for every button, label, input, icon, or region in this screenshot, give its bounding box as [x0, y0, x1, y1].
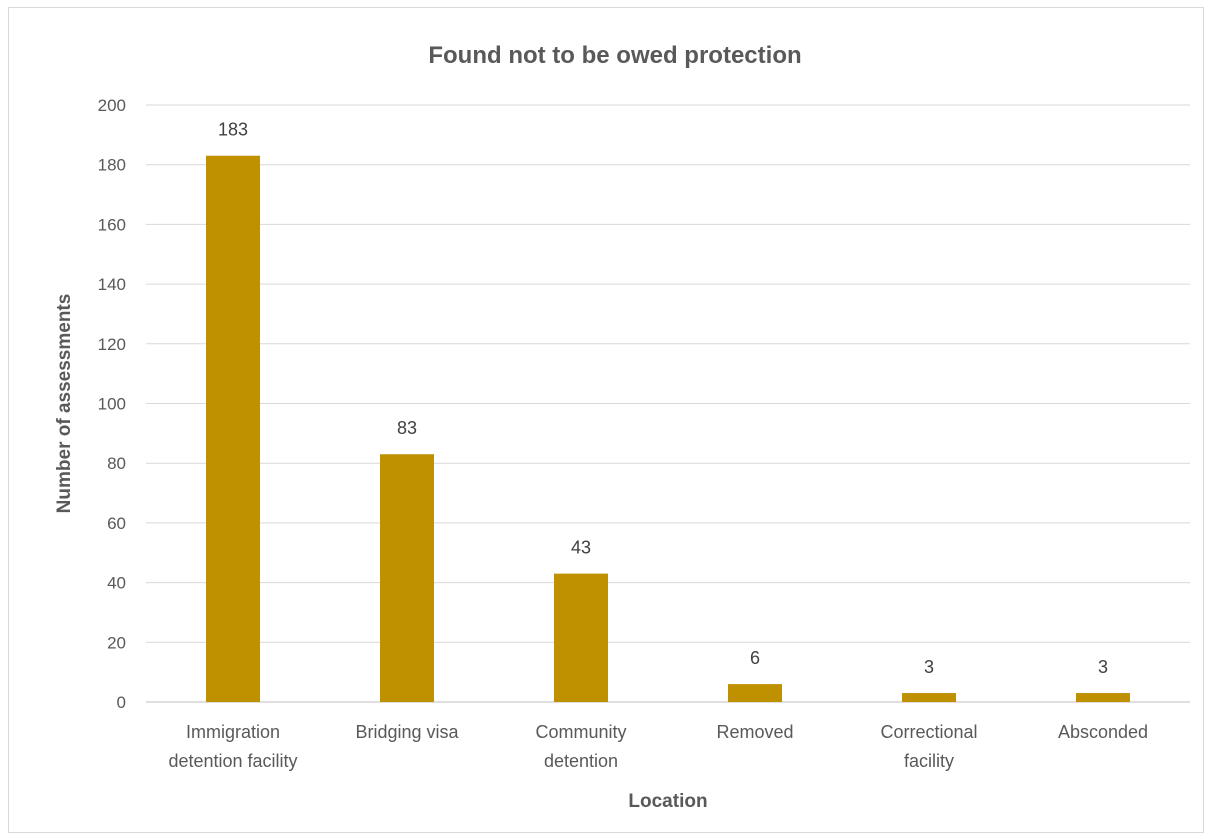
y-tick-label: 0 [117, 693, 126, 712]
y-tick-label: 120 [98, 335, 126, 354]
bars [206, 155, 1130, 702]
data-label: 6 [750, 648, 760, 668]
y-tick-label: 60 [107, 514, 126, 533]
y-axis-title: Number of assessments [54, 294, 75, 514]
chart-frame: Found not to be owed protection 0 20 40 60 8… [8, 7, 1204, 833]
x-category-label: Community detention [535, 722, 626, 771]
y-axis-ticks: 0 20 40 60 80 100 120 140 160 180 200 [98, 96, 126, 712]
bar [206, 155, 260, 702]
x-category-label: Correctional facility [880, 722, 977, 771]
bar [380, 454, 434, 702]
data-label: 3 [1098, 657, 1108, 677]
chart-title: Found not to be owed protection [428, 42, 801, 69]
y-tick-label: 40 [107, 574, 126, 593]
x-axis-categories: Immigration detention facility Bridging vi… [168, 722, 1148, 771]
data-label: 183 [218, 120, 248, 140]
y-tick-label: 180 [98, 156, 126, 175]
y-tick-label: 80 [107, 454, 126, 473]
y-tick-label: 160 [98, 215, 126, 234]
data-label: 3 [924, 657, 934, 677]
gridlines [146, 104, 1190, 703]
x-category-label: Absconded [1058, 722, 1148, 742]
x-axis-title: Location [628, 791, 707, 812]
x-category-label: Removed [716, 722, 793, 742]
x-category-label: Immigration detention facility [168, 722, 297, 771]
bar [902, 693, 956, 702]
bar [554, 573, 608, 702]
data-label: 83 [397, 418, 417, 438]
y-tick-label: 20 [107, 633, 126, 652]
bar [1076, 693, 1130, 702]
x-category-label: Bridging visa [355, 722, 459, 742]
data-label: 43 [571, 538, 591, 558]
y-tick-label: 140 [98, 275, 126, 294]
bar-chart: Found not to be owed protection 0 20 40 60 8… [54, 42, 1190, 812]
y-tick-label: 200 [98, 96, 126, 115]
y-tick-label: 100 [98, 395, 126, 414]
bar [728, 684, 782, 702]
data-labels: 183 83 43 6 3 3 [218, 120, 1108, 677]
